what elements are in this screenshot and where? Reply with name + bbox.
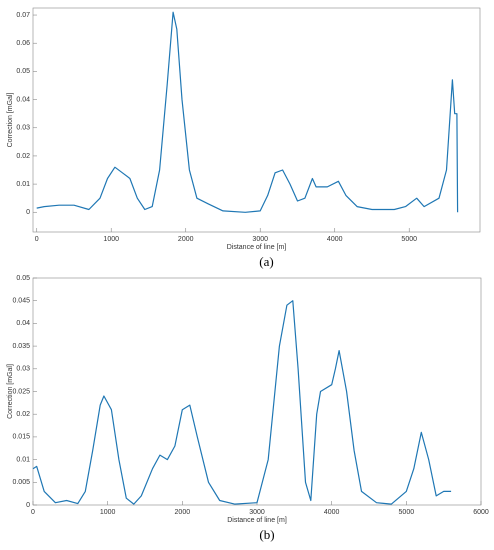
y-tick-label: 0.015 [12, 434, 30, 441]
x-tick-label: 2000 [178, 236, 194, 243]
data-line [36, 11, 459, 213]
x-tick-label: 0 [35, 236, 39, 243]
x-axis-label: Distance of line [m] [227, 244, 287, 251]
y-tick-label: 0.02 [16, 411, 30, 418]
x-tick-label: 6000 [473, 509, 489, 516]
y-tick-label: 0.04 [16, 320, 30, 327]
y-tick-label: 0.05 [16, 68, 30, 75]
caption: (b) [259, 527, 274, 542]
data-line [32, 300, 452, 505]
x-tick-label: 1000 [103, 236, 119, 243]
y-tick-label: 0.02 [16, 153, 30, 160]
x-axis-label: Distance of line [m] [227, 517, 287, 524]
plot-frame [32, 277, 482, 506]
y-axis-label: Correction [mGal] [7, 364, 14, 419]
y-tick-label: 0.01 [16, 181, 30, 188]
y-tick-label: 0.025 [12, 388, 30, 395]
y-tick-label: 0.07 [16, 12, 30, 19]
x-tick-label: 4000 [324, 509, 340, 516]
y-tick-label: 0.03 [16, 125, 30, 132]
x-tick-label: 3000 [249, 509, 265, 516]
x-tick-label: 5000 [401, 236, 417, 243]
y-tick-label: 0.05 [16, 275, 30, 282]
x-tick-label: 0 [31, 509, 35, 516]
x-tick-label: 4000 [327, 236, 343, 243]
x-tick-label: 3000 [252, 236, 268, 243]
y-tick-label: 0 [26, 502, 30, 509]
y-axis-label: Correction [mGal] [7, 93, 14, 148]
y-tick-label: 0 [26, 209, 30, 216]
y-tick-label: 0.03 [16, 366, 30, 373]
y-tick-label: 0.045 [12, 298, 30, 305]
y-tick-label: 0.01 [16, 456, 30, 463]
x-tick-label: 2000 [175, 509, 191, 516]
y-tick-label: 0.04 [16, 96, 30, 103]
plot-frame [32, 7, 481, 233]
y-tick-label: 0.005 [12, 479, 30, 486]
y-tick-label: 0.035 [12, 343, 30, 350]
y-tick-label: 0.06 [16, 40, 30, 47]
x-tick-label: 1000 [100, 509, 116, 516]
x-tick-label: 5000 [399, 509, 415, 516]
caption: (a) [259, 254, 273, 269]
